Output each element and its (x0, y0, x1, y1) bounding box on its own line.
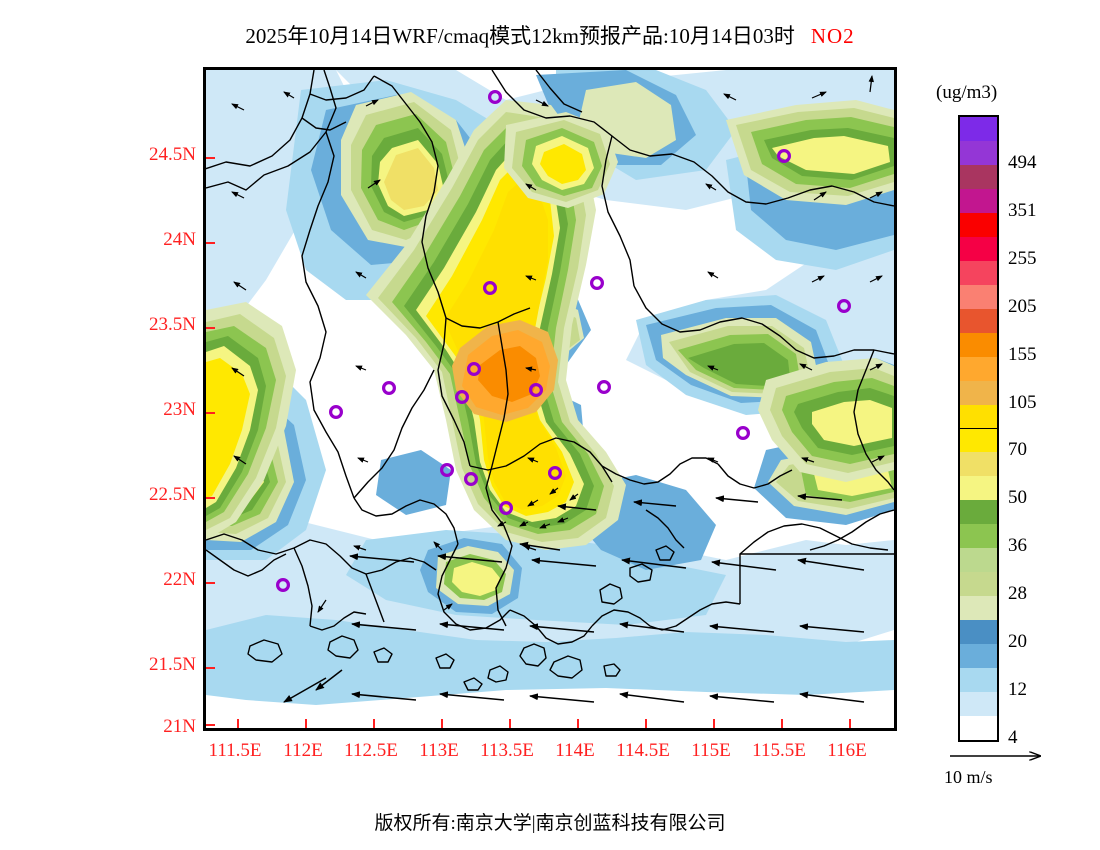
colorbar-swatch (960, 380, 997, 406)
x-axis-labels: 111.5E 112E 112.5E 113E 113.5E 114E 114.… (203, 740, 897, 766)
map-canvas (206, 70, 894, 728)
colorbar-tick-label: 50 (1008, 487, 1027, 509)
station-marker (483, 281, 498, 296)
station-marker (735, 426, 750, 441)
colorbar-tick-label: 4 (1008, 727, 1018, 748)
x-tick-label: 113E (419, 740, 459, 761)
wind-arrow-icon (950, 745, 1068, 767)
station-marker (328, 405, 343, 420)
wind-scale-label: 10 m/s (944, 767, 993, 787)
colorbar-swatch (960, 308, 997, 334)
contour-band-west (206, 302, 296, 540)
colorbar-tick-label: 36 (1008, 535, 1027, 557)
station-marker (464, 472, 479, 487)
x-tick-label: 114E (555, 740, 595, 761)
station-marker (382, 381, 397, 396)
colorbar-swatch (960, 692, 997, 718)
y-tick-label: 24.5N (149, 144, 196, 165)
x-tick-label: 112E (283, 740, 323, 761)
x-tick-label: 115E (691, 740, 731, 761)
y-tick-label: 22.5N (149, 484, 196, 505)
wind-scale-legend: 10 m/s (944, 745, 1094, 795)
colorbar-tick-label: 494 (1008, 151, 1037, 173)
y-tick-label: 24N (163, 229, 196, 250)
station-marker (440, 463, 455, 478)
y-tick-label: 21N (163, 716, 196, 737)
colorbar-swatch (960, 524, 997, 550)
colorbar-swatch (960, 644, 997, 670)
colorbar-swatch (960, 356, 997, 382)
colorbar-tick-label: 105 (1008, 391, 1037, 413)
colorbar-tick-label: 351 (1008, 199, 1037, 221)
axis-ticks (206, 157, 851, 728)
colorbar-swatch (960, 404, 997, 430)
colorbar-unit-label: (ug/m3) (936, 82, 998, 103)
colorbar-swatch (960, 716, 997, 740)
x-tick-label: 113.5E (480, 740, 534, 761)
species-label: NO2 (810, 24, 855, 48)
title-text: 2025年10月14日WRF/cmaq模式12km预报产品:10月14日03时 (245, 24, 795, 48)
station-marker (455, 390, 470, 405)
page-title: 2025年10月14日WRF/cmaq模式12km预报产品:10月14日03时 N… (0, 20, 1100, 50)
colorbar-swatch (960, 188, 997, 214)
colorbar-tick-label: 28 (1008, 583, 1027, 605)
colorbar-swatches (958, 115, 999, 742)
x-tick-label: 115.5E (752, 740, 806, 761)
colorbar-swatch (960, 236, 997, 262)
map-plot-area[interactable] (203, 67, 897, 731)
colorbar-swatch (960, 284, 997, 310)
x-tick-label: 112.5E (344, 740, 398, 761)
colorbar-swatch (960, 140, 997, 166)
copyright-footer: 版权所有:南京大学|南京创蓝科技有限公司 (374, 813, 726, 834)
station-marker-layer[interactable] (275, 90, 851, 593)
colorbar-swatch (960, 117, 997, 142)
station-marker (776, 148, 791, 163)
colorbar-swatch (960, 212, 997, 238)
station-marker (275, 578, 290, 593)
colorbar-swatch (960, 332, 997, 358)
colorbar-tick-label: 70 (1008, 439, 1027, 461)
station-marker (488, 90, 503, 105)
contour-band-east (758, 358, 894, 482)
station-marker (836, 299, 851, 314)
colorbar-swatch (960, 596, 997, 622)
map-svg (206, 70, 894, 728)
colorbar-tick-label: 205 (1008, 295, 1037, 317)
colorbar-swatch (960, 548, 997, 574)
colorbar-swatch (960, 668, 997, 694)
colorbar-tick-label: 155 (1008, 343, 1037, 365)
colorbar-tick-label: 255 (1008, 247, 1037, 269)
y-tick-label: 23N (163, 399, 196, 420)
colorbar-swatch (960, 476, 997, 502)
colorbar-swatch (960, 164, 997, 190)
y-tick-label: 22N (163, 569, 196, 590)
station-marker (529, 383, 544, 398)
colorbar-swatch (960, 620, 997, 646)
colorbar-tick-label: 12 (1008, 679, 1027, 701)
station-marker (467, 362, 482, 377)
colorbar-swatch (960, 452, 997, 478)
station-marker (590, 276, 605, 291)
colorbar-swatch (960, 500, 997, 526)
x-tick-label: 114.5E (616, 740, 670, 761)
colorbar-swatch (960, 572, 997, 598)
colorbar: (ug/m3) 494 351 255 205 155 105 70 50 36 28 20 12 4 (930, 82, 1100, 782)
y-axis-labels: 24.5N 24N 23.5N 23N 22.5N 22N 21.5N 21N (100, 67, 196, 737)
station-marker (548, 466, 563, 481)
x-tick-label: 116E (827, 740, 867, 761)
colorbar-tick-label: 20 (1008, 631, 1027, 653)
x-tick-label: 111.5E (208, 740, 262, 761)
colorbar-swatch (960, 260, 997, 286)
station-marker (597, 380, 612, 395)
colorbar-swatch (960, 428, 997, 454)
wind-vector-layer (231, 75, 885, 703)
y-tick-label: 23.5N (149, 314, 196, 335)
station-marker (499, 501, 514, 516)
y-tick-label: 21.5N (149, 654, 196, 675)
